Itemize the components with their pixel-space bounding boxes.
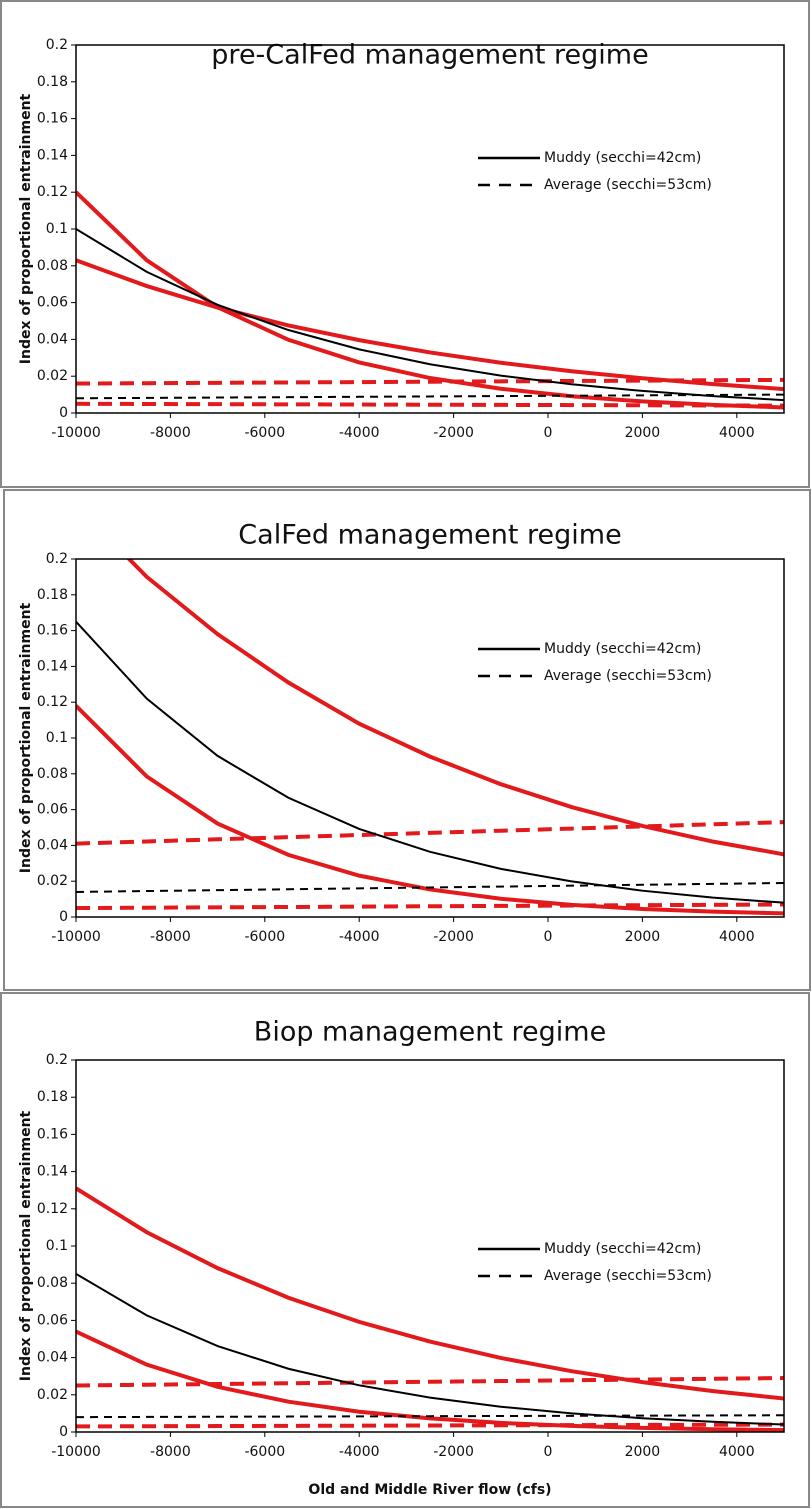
x-axis-label: Old and Middle River flow (cfs) [308,1482,551,1498]
y-tick-label: 0.08 [37,1275,68,1291]
legend-label: Muddy (secchi=42cm) [544,150,701,166]
y-tick-label: 0.04 [37,331,68,347]
x-tick-label: -10000 [51,1444,101,1460]
x-tick-label: -6000 [244,425,285,441]
y-tick-label: 0 [59,909,68,925]
y-tick-label: 0.12 [37,694,68,710]
x-tick-label: -4000 [339,425,380,441]
legend-label: Average (secchi=53cm) [544,177,712,193]
x-tick-label: 2000 [625,1444,661,1460]
y-tick-label: 0.14 [37,147,68,163]
x-tick-label: 4000 [719,929,755,945]
y-tick-label: 0.02 [37,368,68,384]
y-tick-label: 0.06 [37,802,68,818]
x-tick-label: -6000 [244,1444,285,1460]
y-tick-label: 0.04 [37,1350,68,1366]
y-tick-label: 0.06 [37,295,68,311]
y-tick-label: 0.02 [37,1387,68,1403]
y-tick-label: 0.14 [37,1164,68,1180]
x-tick-label: -2000 [433,1444,474,1460]
series-line [76,377,784,386]
x-tick-label: -10000 [51,929,101,945]
panel-frame [0,0,810,488]
x-tick-label: 0 [544,929,553,945]
x-tick-label: -8000 [150,929,191,945]
x-tick-label: 2000 [625,425,661,441]
y-tick-label: 0.1 [46,730,68,746]
y-tick-label: 0.2 [46,37,68,53]
x-tick-label: -8000 [150,425,191,441]
y-tick-label: 0.18 [37,1089,68,1105]
legend-label: Muddy (secchi=42cm) [544,1241,701,1257]
panel-frame [0,992,810,1508]
y-tick-label: 0.02 [37,873,68,889]
x-tick-label: -4000 [339,929,380,945]
series-line [76,1422,784,1429]
plot-frame [75,1059,785,1433]
y-tick-label: 0.12 [37,184,68,200]
panel-frame [3,489,811,991]
series-line [76,1186,784,1401]
plot-frame [75,44,785,414]
x-tick-label: 4000 [719,425,755,441]
plot-area [76,559,784,916]
plot-frame [75,558,785,918]
y-tick-label: 0.18 [37,74,68,90]
x-tick-label: -2000 [433,929,474,945]
y-axis-label: Index of proportional entrainment [18,93,34,364]
y-tick-label: 0 [59,1424,68,1440]
y-tick-label: 0.1 [46,1238,68,1254]
legend-label: Muddy (secchi=42cm) [544,641,701,657]
legend-label: Average (secchi=53cm) [544,668,712,684]
chart-title: Biop management regime [254,1017,606,1048]
y-tick-label: 0.2 [46,1052,68,1068]
y-tick-label: 0 [59,405,68,421]
x-tick-label: -4000 [339,1444,380,1460]
x-tick-label: 0 [544,1444,553,1460]
series-line [76,620,784,904]
y-tick-label: 0.08 [37,258,68,274]
y-tick-label: 0.2 [46,551,68,567]
y-tick-label: 0.12 [37,1201,68,1217]
x-tick-label: 4000 [719,1444,755,1460]
series-line [76,1329,784,1432]
x-tick-label: -8000 [150,1444,191,1460]
series-line [76,704,784,916]
x-tick-label: -10000 [51,425,101,441]
series-line [76,190,784,410]
series-line [76,258,784,392]
y-axis-label: Index of proportional entrainment [18,1110,34,1381]
y-tick-label: 0.1 [46,221,68,237]
y-tick-label: 0.04 [37,837,68,853]
chart-title: CalFed management regime [238,520,621,551]
x-tick-label: -2000 [433,425,474,441]
series-line [76,881,784,893]
series-line [76,401,784,408]
series-line [126,559,784,857]
y-tick-label: 0.18 [37,587,68,603]
y-axis-label: Index of proportional entrainment [18,602,34,873]
series-line [76,228,784,402]
series-line [76,1376,784,1388]
y-tick-label: 0.16 [37,111,68,127]
series-line [76,902,784,911]
y-tick-label: 0.16 [37,1126,68,1142]
chart-title: pre-CalFed management regime [211,40,648,71]
x-tick-label: 2000 [625,929,661,945]
plot-area [76,1186,784,1432]
y-tick-label: 0.16 [37,623,68,639]
series-line [76,1414,784,1419]
legend-label: Average (secchi=53cm) [544,1268,712,1284]
plot-area [76,190,784,410]
series-line [76,393,784,400]
x-tick-label: 0 [544,425,553,441]
x-tick-label: -6000 [244,929,285,945]
y-tick-label: 0.06 [37,1312,68,1328]
y-tick-label: 0.14 [37,658,68,674]
series-line [76,820,784,846]
y-tick-label: 0.08 [37,766,68,782]
series-line [76,1273,784,1426]
